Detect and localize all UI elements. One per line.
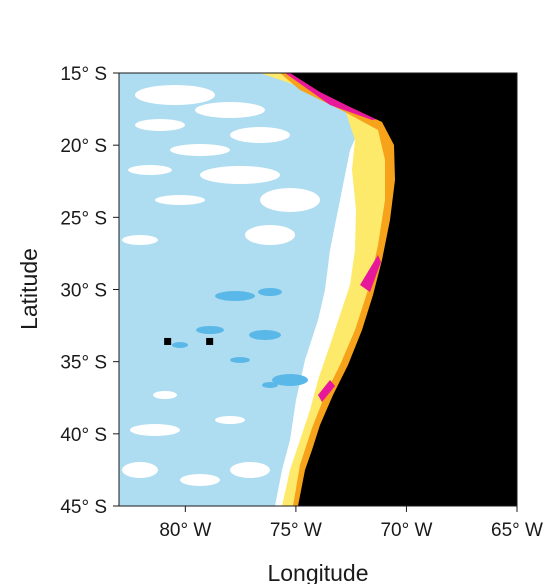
y-axis-title: Latitude [16,248,42,330]
y-tick-label: 15° S [60,64,107,85]
x-tick-label: 65° W [491,520,543,541]
y-tick-label: 40° S [60,425,107,446]
coastal-magenta-spot-south [318,380,335,402]
mid-blue-patches [172,288,308,388]
y-tick-label: 35° S [60,353,107,374]
white-patches [122,85,320,486]
y-tick-label: 25° S [60,208,107,229]
y-axis: 15° S 20° S 25° S 30° S 35° S 40° S 45° S [60,64,119,518]
x-axis-title: Longitude [267,560,368,584]
y-tick-label: 45° S [60,497,107,518]
island-marker [206,337,214,345]
coastal-magenta-spot-north [360,255,381,292]
x-tick-label: 75° W [270,520,322,541]
coastal-yellow-band [260,73,398,506]
y-tick-label: 20° S [60,136,107,157]
land-south-america [290,73,517,506]
x-tick-label: 70° W [380,520,432,541]
x-tick-label: 80° W [159,520,211,541]
island-marker [164,337,172,345]
map-plot-area [119,73,517,506]
x-axis: 80° W 75° W 70° W 65° W [159,506,543,541]
y-tick-label: 30° S [60,281,107,302]
